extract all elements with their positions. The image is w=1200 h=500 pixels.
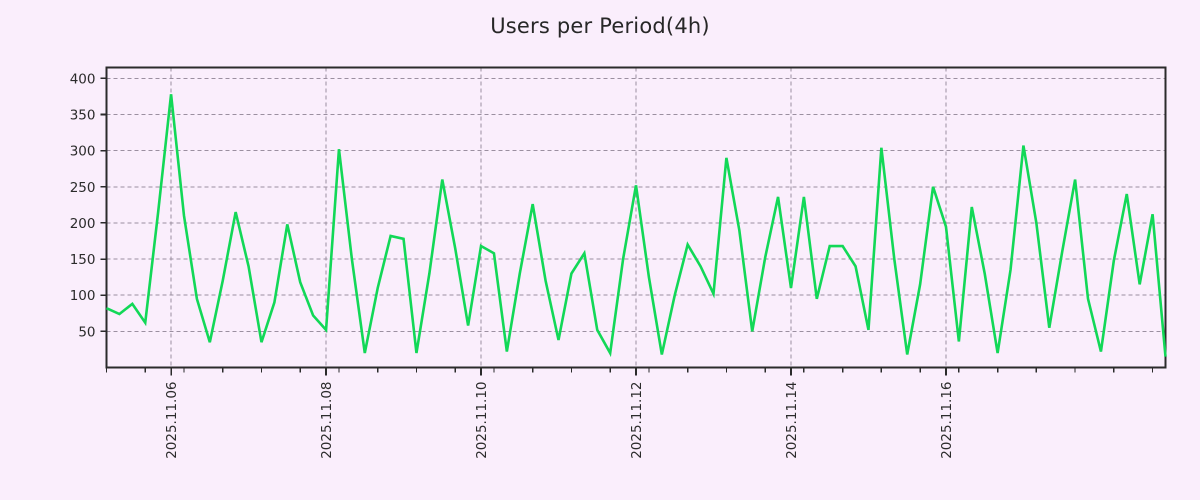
y-tick-label: 50 — [78, 324, 95, 340]
x-tick-label: 2025.11.12 — [629, 382, 645, 459]
y-tick-label: 150 — [70, 252, 96, 268]
data-series — [105, 94, 1167, 358]
y-axis-tick-labels: 50 100 150 200 250 300 350 400 — [70, 71, 96, 340]
y-tick-label: 300 — [70, 144, 96, 160]
x-tick-label: 2025.11.16 — [939, 382, 955, 459]
x-tick-label: 2025.11.14 — [784, 382, 800, 459]
axis-ticks — [100, 77, 1154, 376]
y-tick-label: 100 — [70, 288, 96, 304]
x-tick-label: 2025.11.08 — [319, 382, 335, 459]
x-tick-label: 2025.11.06 — [164, 382, 180, 459]
gridlines — [106, 67, 1166, 368]
users-per-period-line — [105, 94, 1167, 358]
x-tick-label: 2025.11.10 — [474, 382, 490, 459]
chart-title: Users per Period(4h) — [490, 14, 710, 38]
y-tick-label: 350 — [70, 107, 96, 123]
x-axis-tick-labels: 2025.11.06 2025.11.08 2025.11.10 2025.11.12… — [164, 382, 955, 459]
y-tick-label: 250 — [70, 180, 96, 196]
y-tick-label: 200 — [70, 216, 96, 232]
y-tick-label: 400 — [70, 71, 96, 87]
